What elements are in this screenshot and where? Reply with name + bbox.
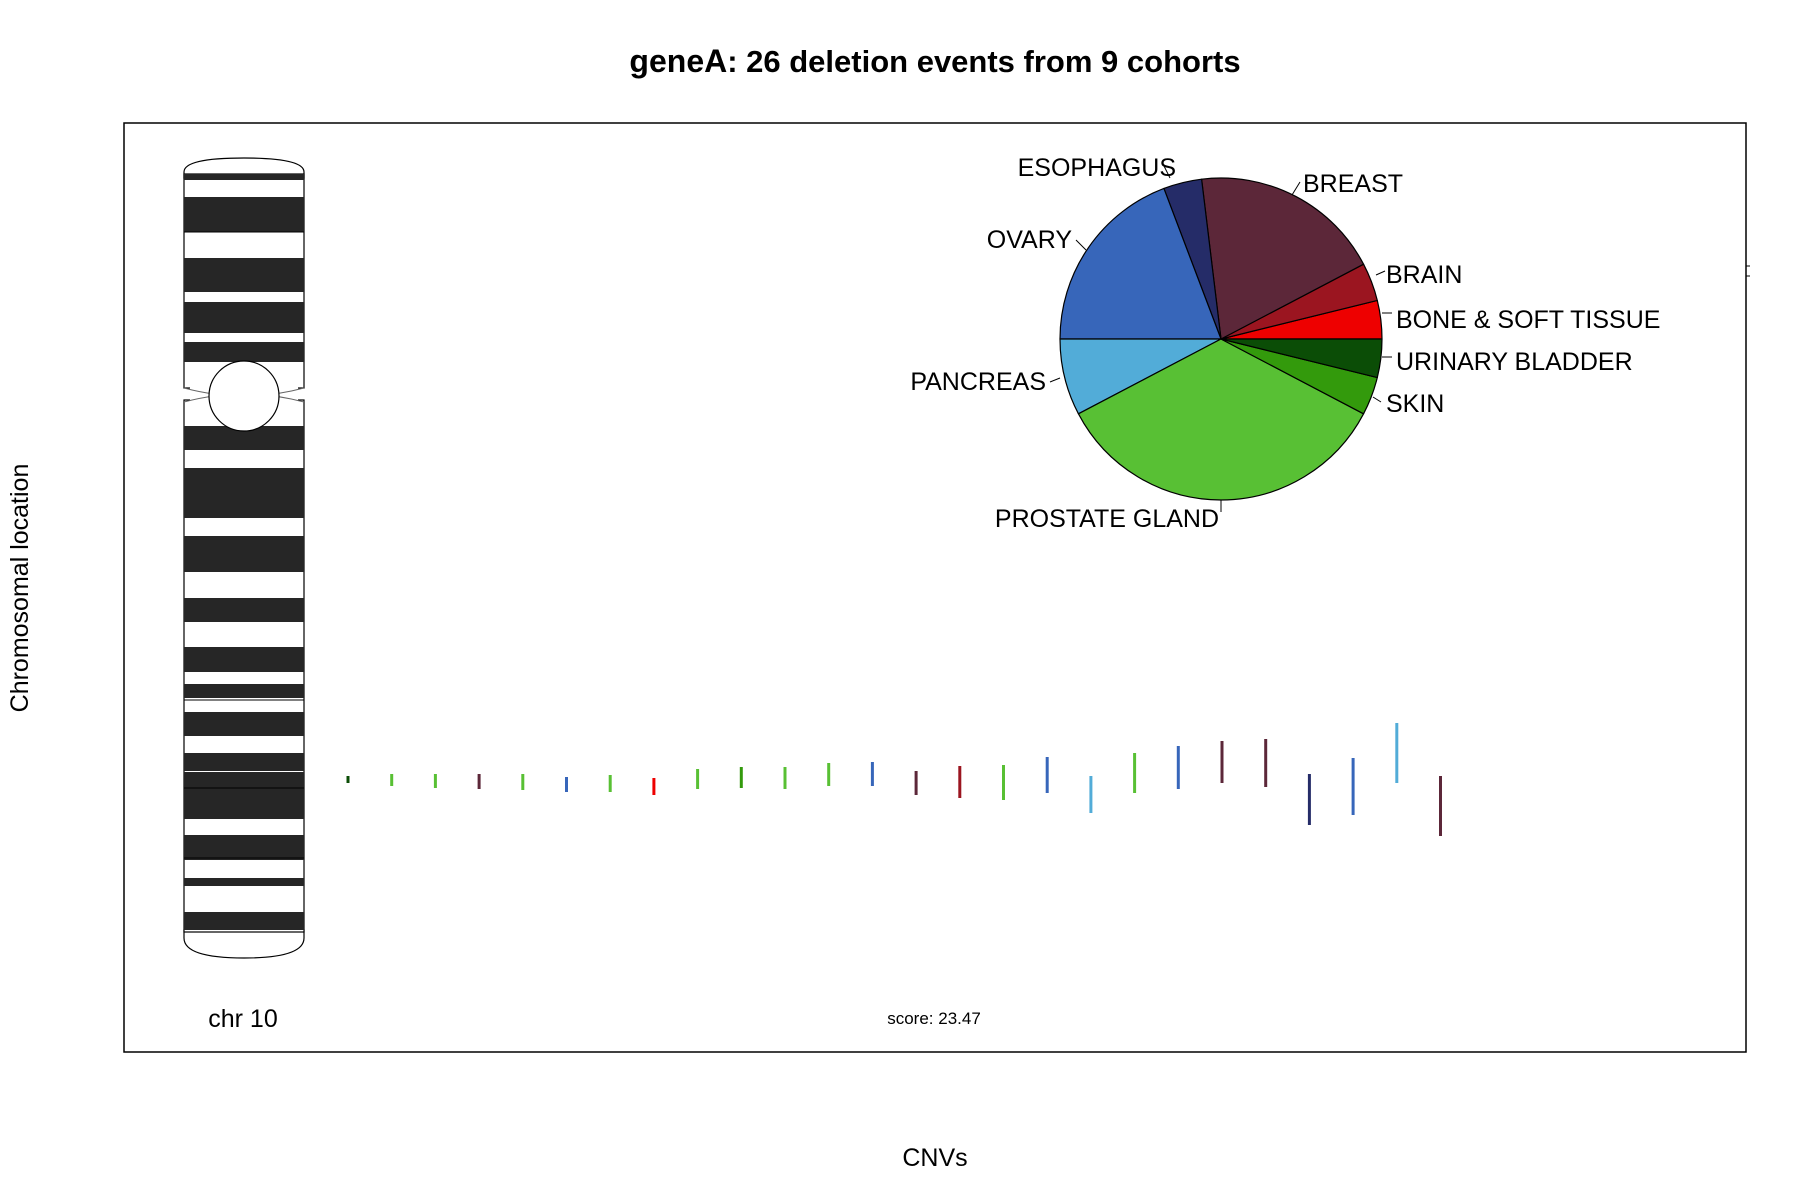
- pie-slice: [1200, 177, 1365, 340]
- ideogram-band: [184, 835, 304, 860]
- pie-slice-label: SKIN: [1386, 390, 1444, 418]
- title-gene: geneA: [629, 43, 727, 79]
- y-axis-label: Chromosomal location: [6, 464, 34, 713]
- ideogram-band: [184, 258, 304, 268]
- pie-slice-label: OVARY: [987, 226, 1073, 254]
- ideogram-band: [184, 197, 304, 232]
- pie-label-tick: [1075, 239, 1087, 251]
- chromosome-label: chr 10: [208, 1005, 277, 1033]
- pie-slice-label: PANCREAS: [910, 368, 1046, 396]
- pie-label-tick: [1291, 181, 1301, 196]
- ideogram-band: [184, 302, 304, 333]
- ideogram-band: [184, 468, 304, 518]
- pie-label-tick: [1049, 377, 1061, 383]
- ideogram-band: [184, 912, 304, 930]
- cohort-pie: BONE & SOFT TISSUE BRAIN BREAST ESOPHAGUS OV…: [910, 154, 1660, 533]
- chart-title: geneA: 26 deletion events from 9 cohorts: [629, 43, 1240, 79]
- plot-frame: [123, 122, 1747, 1053]
- ideogram-band: [184, 684, 304, 698]
- ideogram-band: [184, 598, 304, 622]
- pie-slice-label: BRAIN: [1386, 261, 1462, 289]
- ideogram-band: [184, 781, 304, 783]
- ideogram-band: [184, 772, 304, 788]
- ideogram-centromere: [208, 360, 280, 432]
- pie-slice-label: ESOPHAGUS: [1018, 154, 1176, 182]
- title-rest: : 26 deletion events from 9 cohorts: [727, 44, 1240, 79]
- ideogram-band: [184, 764, 304, 771]
- ideogram-band: [184, 174, 304, 180]
- ideogram-band: [184, 712, 304, 736]
- ideogram-top-cap: [183, 157, 305, 179]
- pie-slice: [1220, 338, 1383, 379]
- score-label: score: 23.47: [887, 1009, 981, 1028]
- ideogram-band: [184, 536, 304, 572]
- ideogram-band: [184, 268, 304, 292]
- pie-slice-label: URINARY BLADDER: [1396, 348, 1633, 376]
- cnv-events: [346, 723, 1442, 836]
- ideogram-band: [184, 647, 304, 672]
- ideogram-bottom-cap: [183, 929, 305, 959]
- pie-slice-label: BONE & SOFT TISSUE: [1396, 306, 1660, 334]
- chromosome-ideogram: [183, 157, 305, 959]
- pie-label-tick: [1163, 165, 1171, 179]
- pie-slice-label: PROSTATE GLAND: [995, 505, 1219, 533]
- pie-slice-label: BREAST: [1303, 170, 1403, 198]
- x-axis-label: CNVs: [902, 1144, 967, 1172]
- pie-slice: [1059, 187, 1222, 340]
- pie-label-tick: [1375, 270, 1386, 276]
- ideogram-band: [184, 878, 304, 886]
- pie-label-tick: [1372, 396, 1382, 403]
- ideogram-band: [184, 785, 304, 819]
- ideogram-band: [184, 342, 304, 362]
